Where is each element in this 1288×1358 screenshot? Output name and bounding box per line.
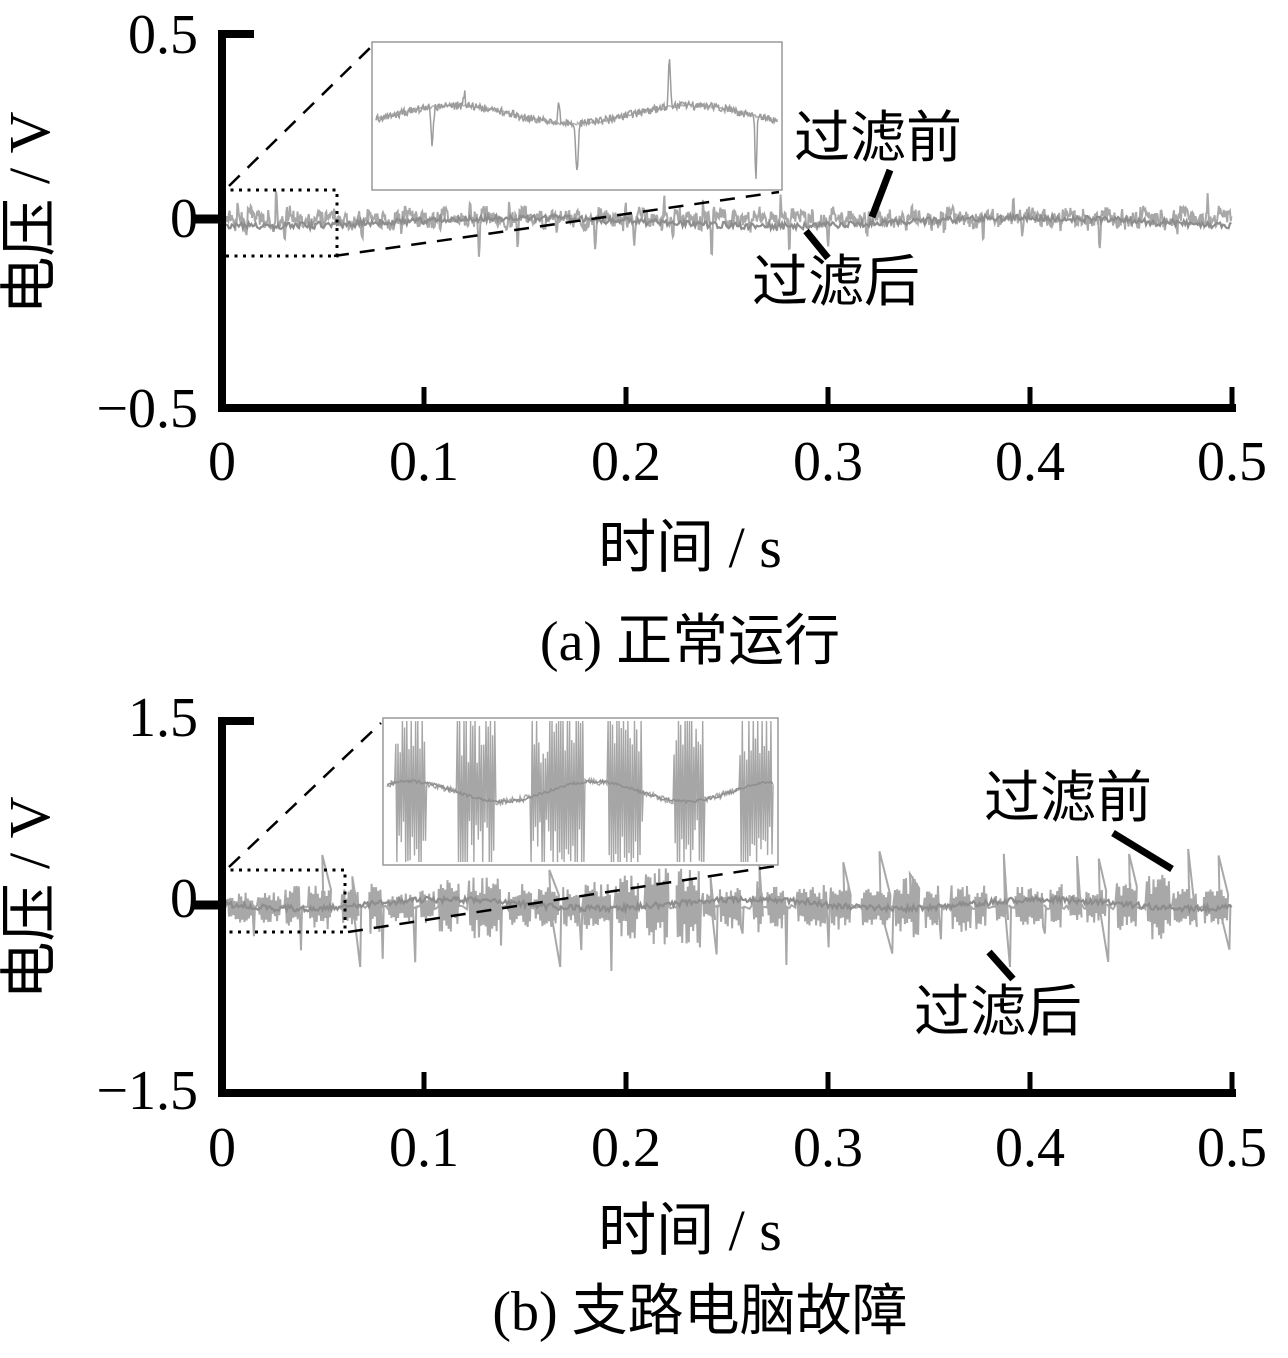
- x-tick-label: 0.2: [591, 431, 661, 493]
- y-tick-label: 0: [170, 868, 198, 930]
- zoom-source-rect-b: [220, 868, 347, 934]
- y-tick-label: 1.5: [128, 687, 198, 749]
- chart-caption-b: (b) 支路电脑故障: [492, 1281, 908, 1343]
- x-tick-label: 0.2: [591, 1117, 661, 1179]
- waveform-after-filter-b: [226, 893, 1233, 915]
- x-tick-label: 0: [208, 431, 236, 493]
- annotation-after-filter-b: 过滤后: [914, 982, 1082, 1044]
- y-tick-label: 0: [170, 188, 198, 250]
- inset-waveform-before-a: [375, 59, 779, 179]
- zoom-connector-b-upper: [228, 722, 382, 868]
- x-axis-title-a: 时间 / s: [598, 515, 782, 580]
- annotation-after-filter-a: 过滤后: [752, 252, 920, 314]
- waveform-before-filter-a: [226, 190, 1233, 257]
- zoom-source-rect-a: [220, 188, 339, 258]
- x-tick-label: 0.5: [1197, 1117, 1267, 1179]
- y-axis-title-a: 电压 / V: [0, 111, 62, 315]
- zoom-connector-b-lower: [347, 864, 777, 934]
- y-tick-label: −1.5: [96, 1060, 198, 1122]
- x-tick-label: 0.4: [995, 1117, 1065, 1179]
- x-axis-title-b: 时间 / s: [598, 1198, 782, 1263]
- y-axis-title-b: 电压 / V: [0, 796, 62, 1000]
- zoom-connector-a-lower: [333, 190, 780, 258]
- inset-waveform-after-b: [386, 778, 774, 805]
- leader-after-filter-a: [803, 228, 831, 261]
- leader-before-filter-a: [868, 168, 894, 219]
- waveform-after-filter-a: [226, 210, 1232, 233]
- x-tick-label: 0: [208, 1117, 236, 1179]
- x-tick-label: 0.1: [389, 431, 459, 493]
- x-tick-label: 0.1: [389, 1117, 459, 1179]
- leader-after-filter-b: [986, 949, 1016, 982]
- y-tick-label: 0.5: [128, 4, 198, 66]
- x-tick-label: 0.3: [793, 1117, 863, 1179]
- inset-waveform-before-b: [386, 720, 774, 863]
- y-tick-label: −0.5: [96, 378, 198, 440]
- x-tick-label: 0.5: [1197, 431, 1267, 493]
- leader-before-filter-b: [1111, 830, 1174, 872]
- x-tick-label: 0.4: [995, 431, 1065, 493]
- annotation-before-filter-b: 过滤前: [984, 768, 1152, 830]
- annotation-before-filter-a: 过滤前: [794, 108, 962, 170]
- waveform-before-filter-b: [226, 848, 1232, 972]
- chart-caption-a: (a) 正常运行: [539, 611, 841, 673]
- zoom-connector-a-upper: [228, 46, 372, 187]
- x-tick-label: 0.3: [793, 431, 863, 493]
